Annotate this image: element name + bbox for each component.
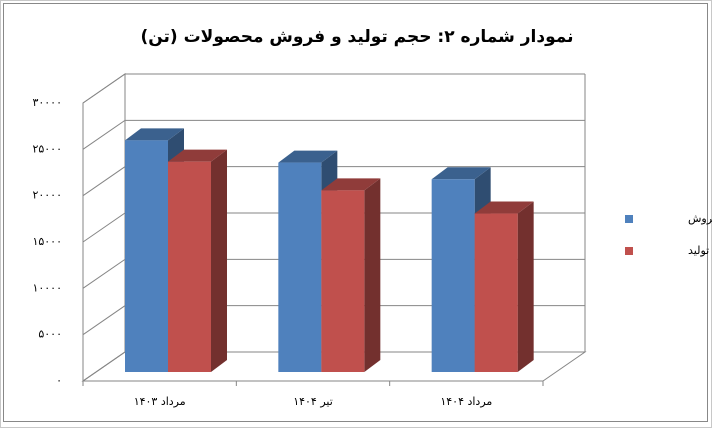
bar-front bbox=[474, 213, 518, 372]
legend-label: حجم تولید bbox=[688, 244, 712, 257]
bar-top bbox=[125, 128, 184, 141]
chart-border bbox=[3, 3, 708, 422]
grid-line bbox=[82, 73, 585, 104]
bar-side bbox=[517, 201, 534, 372]
legend-swatch bbox=[625, 247, 633, 255]
y-tick-label: ۱۵۰۰۰ bbox=[32, 235, 62, 248]
bar-top bbox=[321, 178, 381, 191]
y-tick-label: ۲۵۰۰۰ bbox=[32, 142, 62, 155]
x-tick-label: مرداد ۱۴۰۳ bbox=[134, 395, 186, 408]
bar-front bbox=[125, 140, 168, 372]
bar bbox=[474, 201, 534, 372]
bar-side bbox=[364, 178, 381, 372]
grid-line bbox=[82, 119, 585, 150]
bar bbox=[321, 178, 381, 372]
bar-side bbox=[211, 149, 227, 372]
chart-title: نمودار شماره ۲: حجم تولید و فروش محصولات… bbox=[140, 27, 573, 47]
y-tick-label: ۱۰۰۰۰ bbox=[32, 281, 62, 294]
bar-front bbox=[168, 161, 211, 372]
y-tick-label: ۵۰۰۰ bbox=[38, 328, 62, 341]
bar-top bbox=[431, 167, 491, 180]
legend-label: حجم فروش bbox=[688, 212, 712, 225]
bar bbox=[168, 149, 227, 372]
y-tick-label: ۳۰۰۰۰ bbox=[32, 96, 62, 109]
y-tick-label: ۲۰۰۰۰ bbox=[32, 189, 62, 202]
legend-swatch bbox=[625, 215, 633, 223]
bar-top bbox=[278, 150, 338, 163]
x-tick-label: تیر ۱۴۰۴ bbox=[293, 395, 333, 408]
bar-front bbox=[278, 162, 322, 372]
y-tick-label: ۰ bbox=[56, 374, 62, 387]
x-tick-label: مرداد ۱۴۰۴ bbox=[440, 395, 492, 408]
bar-top bbox=[474, 201, 534, 214]
bar-front bbox=[431, 179, 475, 372]
bar-top bbox=[168, 149, 227, 162]
bar-front bbox=[321, 190, 365, 372]
